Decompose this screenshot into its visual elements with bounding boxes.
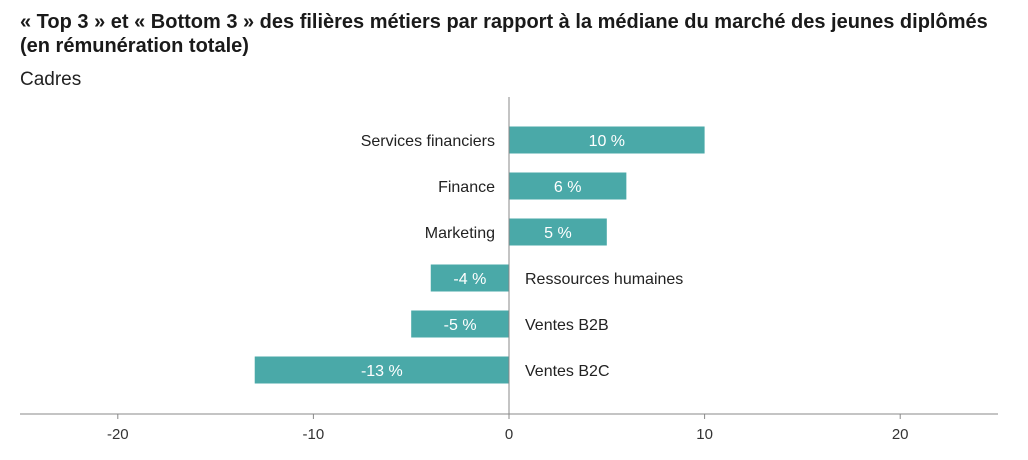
bar-marketing xyxy=(509,218,607,246)
bars-group: 10 % Services financiers 6 % Finance 5 % Mark… xyxy=(254,126,705,384)
axes-group: -20 -10 0 10 20 xyxy=(20,97,998,443)
data-label-marketing: 5 % xyxy=(544,225,572,242)
data-label-ventes-b2c: -13 % xyxy=(361,363,403,380)
data-label-ventes-b2b: -5 % xyxy=(444,317,477,334)
chart-title: « Top 3 » et « Bottom 3 » des filières m… xyxy=(20,11,988,57)
category-label-ventes-b2b: Ventes B2B xyxy=(525,317,609,334)
x-tick-label: 10 xyxy=(696,426,713,443)
bar-services-financiers xyxy=(509,126,705,154)
data-label-services-financiers: 10 % xyxy=(589,133,625,150)
category-label-finance: Finance xyxy=(438,179,495,196)
category-label-ventes-b2c: Ventes B2C xyxy=(525,363,610,380)
data-label-finance: 6 % xyxy=(554,179,582,196)
x-tick-label: 0 xyxy=(505,426,513,443)
chart-subtitle: Cadres xyxy=(20,69,82,90)
bar-ressources-humaines xyxy=(430,264,509,292)
category-label-ressources-humaines: Ressources humaines xyxy=(525,271,683,288)
bar-finance xyxy=(509,172,627,200)
bar-ventes-b2b xyxy=(411,310,509,338)
bar-ventes-b2c xyxy=(254,356,509,384)
x-tick-label: -10 xyxy=(303,426,325,443)
category-label-services-financiers: Services financiers xyxy=(361,133,495,150)
data-label-ressources-humaines: -4 % xyxy=(453,271,486,288)
x-tick-label: 20 xyxy=(892,426,909,443)
category-label-marketing: Marketing xyxy=(425,225,495,242)
x-tick-label: -20 xyxy=(107,426,129,443)
